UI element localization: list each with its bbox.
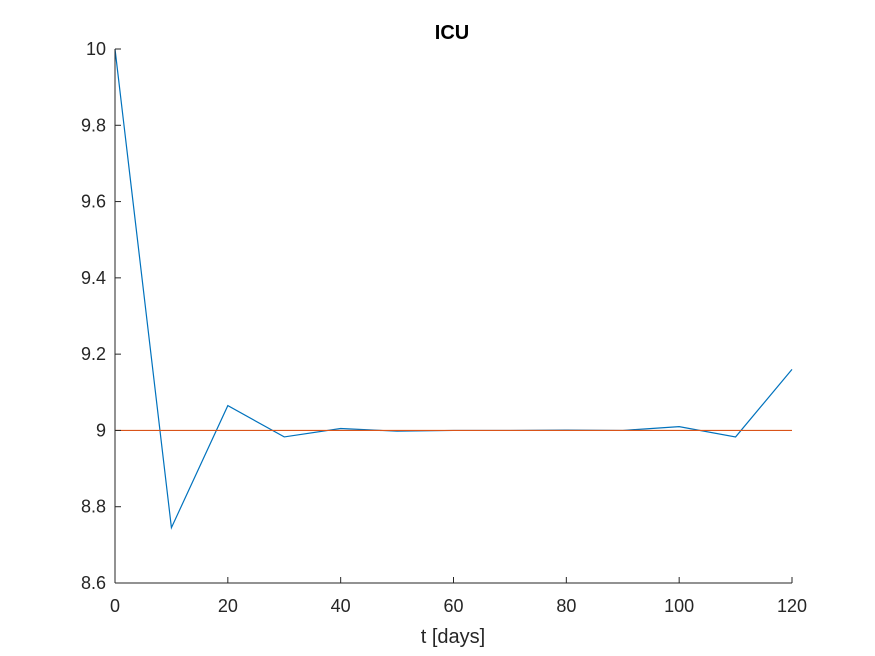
y-tick-label: 9 [96,420,106,440]
y-tick-label: 9.8 [81,115,106,135]
x-tick-label: 120 [777,596,807,616]
x-tick-label: 0 [110,596,120,616]
x-tick-label: 40 [331,596,351,616]
y-tick-label: 9.4 [81,268,106,288]
chart-title: ICU [435,22,469,44]
x-tick-label: 100 [664,596,694,616]
y-tick-label: 9.6 [81,192,106,212]
series-layer [114,48,793,530]
x-tick-label: 80 [556,596,576,616]
series-line-1 [114,48,793,530]
y-tick-label: 10 [86,39,106,59]
plot-area: 0 20 40 60 80 100 120 8.6 8.8 9 9.2 9.4 9.6 9.8 10 [81,39,807,616]
x-ticks: 0 20 40 60 80 100 120 [110,577,807,616]
y-tick-label: 9.2 [81,344,106,364]
x-tick-label: 20 [218,596,238,616]
y-tick-label: 8.8 [81,497,106,517]
x-tick-label: 60 [443,596,463,616]
y-tick-label: 8.6 [81,573,106,593]
y-ticks: 8.6 8.8 9 9.2 9.4 9.6 9.8 10 [81,39,121,593]
x-axis-label: t [days] [421,626,485,648]
